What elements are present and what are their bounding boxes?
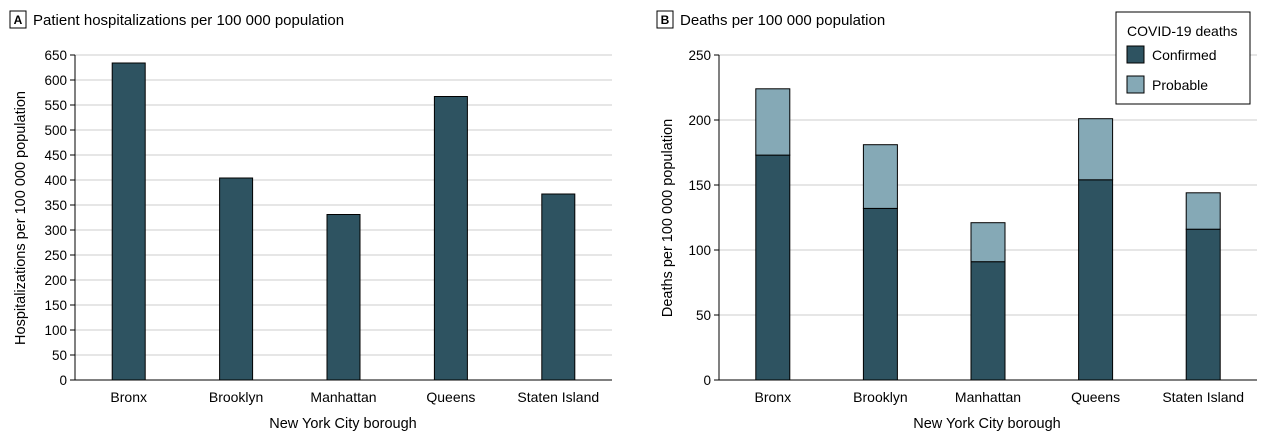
panel-b-x-axis-title: New York City borough bbox=[913, 416, 1061, 432]
bar-manhattan bbox=[326, 214, 361, 381]
panel-a-x-axis-title: New York City borough bbox=[269, 416, 417, 432]
bar-queens-probable bbox=[1078, 118, 1114, 181]
x-tick-label: Brooklyn bbox=[853, 389, 907, 405]
y-tick-label: 100 bbox=[44, 323, 67, 338]
legend: COVID-19 deaths Confirmed Probable bbox=[1115, 11, 1251, 105]
legend-swatch-confirmed bbox=[1126, 45, 1145, 64]
legend-title: COVID-19 deaths bbox=[1127, 23, 1238, 39]
bar-staten-island bbox=[541, 193, 576, 381]
legend-label-probable: Probable bbox=[1152, 77, 1208, 93]
x-tick-label: Brooklyn bbox=[209, 389, 263, 405]
x-tick-label: Bronx bbox=[755, 389, 792, 405]
y-tick-label: 50 bbox=[696, 308, 711, 323]
x-tick-label: Manhattan bbox=[955, 389, 1021, 405]
panel-a-letter: A bbox=[14, 13, 23, 27]
y-tick-label: 0 bbox=[59, 373, 67, 388]
panel-a-letter-box bbox=[9, 10, 27, 29]
x-tick-label: Bronx bbox=[110, 389, 147, 405]
y-tick-label: 50 bbox=[52, 348, 67, 363]
bar-bronx-confirmed bbox=[755, 154, 791, 381]
bar-brooklyn bbox=[219, 177, 254, 381]
y-tick-label: 550 bbox=[44, 98, 67, 113]
y-tick-label: 300 bbox=[44, 223, 67, 238]
panel-b-title: Deaths per 100 000 population bbox=[680, 12, 885, 29]
panel-b-letter-box bbox=[656, 10, 674, 29]
panel-b-chart: 0 50 100 150 200 250 Bronx Brooklyn Manhattan Que… bbox=[688, 48, 1257, 405]
bar-queens bbox=[433, 96, 468, 381]
x-tick-label: Staten Island bbox=[517, 389, 599, 405]
x-tick-label: Manhattan bbox=[310, 389, 376, 405]
x-tick-label: Staten Island bbox=[1162, 389, 1244, 405]
y-tick-label: 250 bbox=[44, 248, 67, 263]
bar-staten-island-probable bbox=[1185, 192, 1221, 230]
bar-queens-confirmed bbox=[1078, 179, 1114, 381]
bar-staten-island-confirmed bbox=[1185, 228, 1221, 381]
y-tick-label: 600 bbox=[44, 73, 67, 88]
y-tick-label: 400 bbox=[44, 173, 67, 188]
bar-bronx-probable bbox=[755, 88, 791, 156]
y-tick-label: 200 bbox=[688, 113, 711, 128]
legend-label-confirmed: Confirmed bbox=[1152, 47, 1217, 63]
y-tick-label: 350 bbox=[44, 198, 67, 213]
panel-b-y-axis-title: Deaths per 100 000 population bbox=[660, 119, 676, 317]
x-tick-label: Queens bbox=[426, 389, 475, 405]
y-tick-label: 250 bbox=[688, 48, 711, 63]
panel-a-title: Patient hospitalizations per 100 000 pop… bbox=[33, 12, 344, 29]
legend-swatch-probable bbox=[1126, 75, 1145, 94]
bar-brooklyn-probable bbox=[862, 144, 898, 209]
y-tick-label: 150 bbox=[44, 298, 67, 313]
y-tick-label: 450 bbox=[44, 148, 67, 163]
panel-b-letter: B bbox=[661, 13, 670, 27]
panel-a-y-axis-title: Hospitalizations per 100 000 population bbox=[13, 91, 29, 345]
panel-a-chart: 0 50 100 150 200 250 300 350 400 450 500 550 600 650 B… bbox=[44, 48, 612, 405]
y-tick-label: 0 bbox=[703, 373, 711, 388]
y-tick-label: 100 bbox=[688, 243, 711, 258]
panel-a-header: A Patient hospitalizations per 100 000 p… bbox=[9, 10, 344, 29]
y-tick-label: 500 bbox=[44, 123, 67, 138]
y-tick-label: 200 bbox=[44, 273, 67, 288]
panel-b-header: B Deaths per 100 000 population bbox=[656, 10, 885, 29]
bar-bronx bbox=[111, 62, 146, 381]
x-tick-label: Queens bbox=[1071, 389, 1120, 405]
bar-brooklyn-confirmed bbox=[862, 207, 898, 381]
y-tick-label: 650 bbox=[44, 48, 67, 63]
bar-manhattan-probable bbox=[970, 222, 1006, 263]
y-tick-label: 150 bbox=[688, 178, 711, 193]
bar-manhattan-confirmed bbox=[970, 261, 1006, 381]
